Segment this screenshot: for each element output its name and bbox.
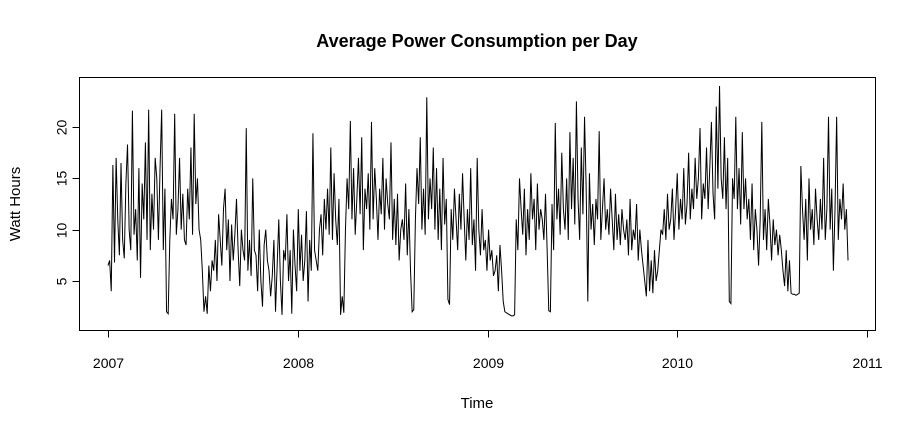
x-tick-label: 2010 (662, 355, 693, 371)
chart-title: Average Power Consumption per Day (316, 31, 637, 51)
x-tick-label: 2011 (852, 355, 882, 371)
x-axis-label: Time (461, 395, 494, 412)
x-tick-label: 2008 (283, 355, 314, 371)
y-tick-label: 5 (54, 277, 70, 285)
series-line (107, 85, 849, 317)
plot-frame (79, 77, 876, 331)
y-axis-label: Watt Hours (7, 167, 24, 241)
y-axis: 5 10 15 20 (54, 120, 80, 285)
y-tick-label: 20 (54, 120, 70, 136)
y-tick-label: 15 (54, 171, 70, 187)
x-axis: 2007 2008 2009 2010 2011 (93, 330, 883, 371)
x-tick-label: 2007 (93, 355, 124, 371)
x-tick-label: 2009 (473, 355, 504, 371)
y-tick-label: 10 (54, 223, 70, 239)
